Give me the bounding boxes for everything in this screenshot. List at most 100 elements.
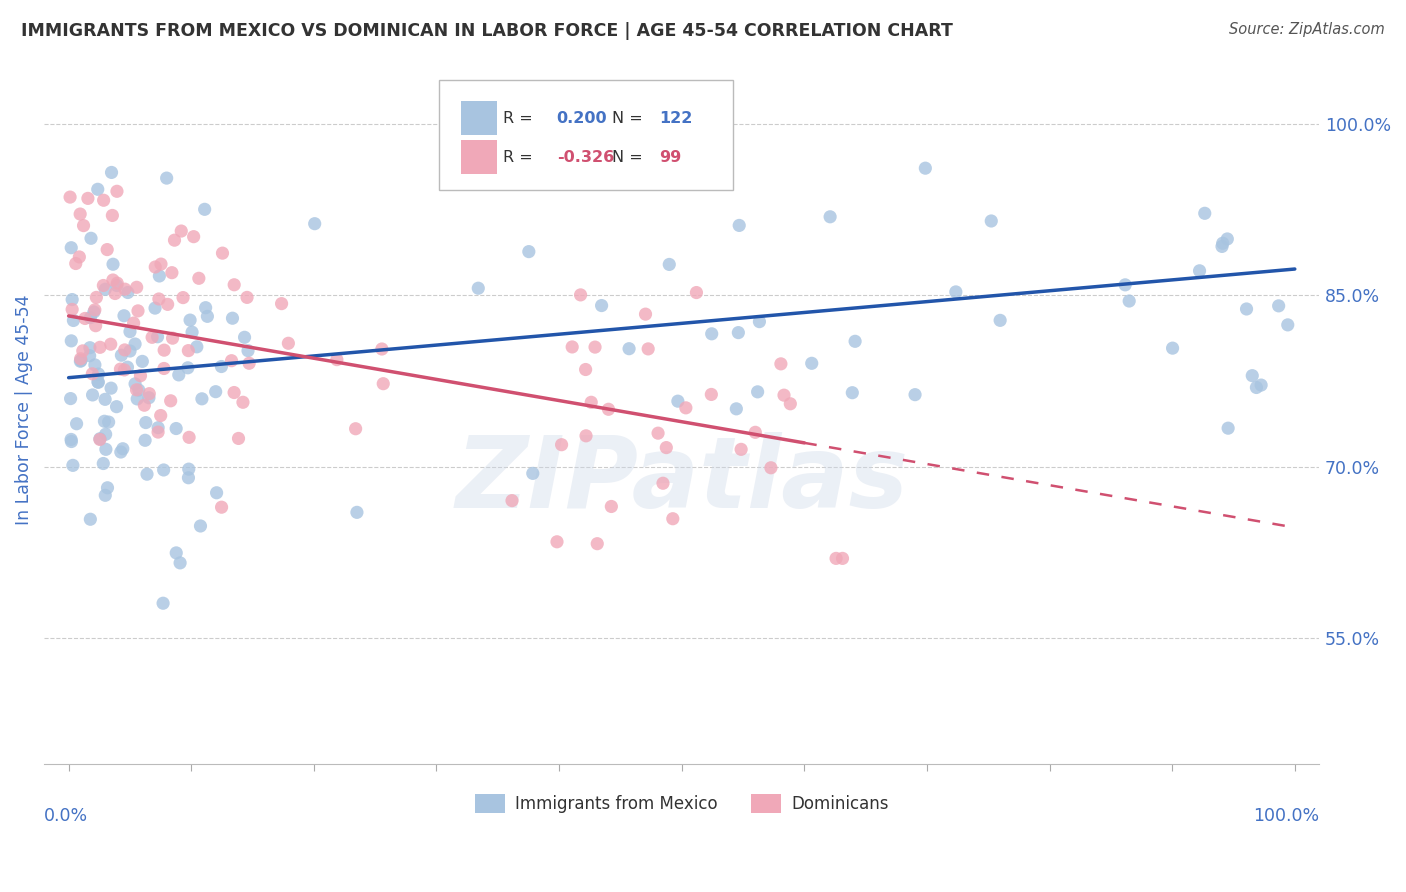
Point — [69, 207, 91, 221]
Point — [662, 512, 685, 526]
Point — [146, 425, 169, 439]
Point — [72, 219, 94, 233]
Point — [84, 318, 107, 333]
Point — [131, 354, 153, 368]
Point — [197, 310, 219, 324]
Point — [110, 445, 132, 459]
Point — [1161, 341, 1184, 355]
Point — [177, 430, 200, 444]
Point — [152, 596, 174, 610]
Point — [179, 313, 201, 327]
Point — [146, 330, 169, 344]
Point — [79, 310, 101, 325]
Point — [127, 304, 149, 318]
Point — [65, 256, 87, 270]
Point — [162, 331, 184, 345]
Point — [114, 282, 136, 296]
Text: 0.200: 0.200 — [557, 111, 607, 126]
Point — [117, 285, 139, 300]
Point — [675, 401, 697, 415]
Point — [122, 316, 145, 330]
Point — [87, 376, 110, 390]
Legend: Immigrants from Mexico, Dominicans: Immigrants from Mexico, Dominicans — [468, 788, 896, 820]
Point — [221, 311, 243, 326]
Point — [87, 182, 110, 196]
Text: 122: 122 — [659, 111, 692, 126]
Point — [183, 229, 205, 244]
Point — [128, 383, 150, 397]
Point — [600, 500, 623, 514]
Point — [60, 241, 83, 255]
Point — [125, 383, 148, 397]
Point — [89, 433, 111, 447]
Point — [97, 415, 120, 429]
Point — [67, 250, 90, 264]
Point — [730, 442, 752, 457]
Point — [1114, 277, 1136, 292]
Point — [748, 315, 770, 329]
Point — [373, 376, 395, 391]
Point — [194, 202, 217, 217]
Point — [94, 282, 117, 296]
Point — [190, 519, 212, 533]
Point — [80, 231, 103, 245]
Point — [94, 442, 117, 457]
Point — [655, 441, 678, 455]
Point — [59, 392, 82, 406]
Point — [169, 556, 191, 570]
Point — [773, 388, 796, 402]
Point — [211, 500, 233, 515]
Point — [79, 512, 101, 526]
Point — [134, 434, 156, 448]
Point — [236, 343, 259, 358]
Point — [124, 376, 146, 391]
Point — [89, 432, 111, 446]
Text: 99: 99 — [659, 150, 681, 165]
Point — [904, 387, 927, 401]
Point — [124, 337, 146, 351]
Point — [634, 307, 657, 321]
Point — [177, 462, 200, 476]
Point — [110, 348, 132, 362]
Point — [700, 387, 723, 401]
Point — [177, 471, 200, 485]
Point — [591, 299, 613, 313]
Point — [93, 194, 115, 208]
Point — [60, 302, 83, 317]
Point — [112, 309, 135, 323]
Point — [96, 481, 118, 495]
Text: R =: R = — [503, 150, 533, 165]
Point — [1250, 378, 1272, 392]
Point — [65, 417, 87, 431]
Point — [637, 342, 659, 356]
Point — [170, 224, 193, 238]
Point — [583, 340, 606, 354]
Point — [779, 397, 801, 411]
Point — [177, 360, 200, 375]
Point — [149, 409, 172, 423]
Point — [550, 438, 572, 452]
Point — [522, 467, 544, 481]
Point — [117, 360, 139, 375]
Point — [105, 278, 128, 293]
Point — [77, 191, 100, 205]
Text: IMMIGRANTS FROM MEXICO VS DOMINICAN IN LABOR FORCE | AGE 45-54 CORRELATION CHART: IMMIGRANTS FROM MEXICO VS DOMINICAN IN L… — [21, 22, 953, 40]
Point — [700, 326, 723, 341]
Point — [112, 363, 135, 377]
Point — [100, 337, 122, 351]
Point — [86, 290, 108, 304]
Text: N =: N = — [612, 150, 643, 165]
Point — [94, 427, 117, 442]
Point — [141, 330, 163, 344]
Point — [60, 334, 83, 348]
Point — [501, 493, 523, 508]
Point — [138, 391, 160, 405]
Point — [62, 313, 84, 327]
Point — [1236, 301, 1258, 316]
Bar — [461, 101, 496, 136]
Point — [152, 463, 174, 477]
Point — [685, 285, 707, 300]
Text: 100.0%: 100.0% — [1253, 807, 1319, 825]
Point — [136, 467, 159, 482]
Point — [143, 301, 166, 315]
